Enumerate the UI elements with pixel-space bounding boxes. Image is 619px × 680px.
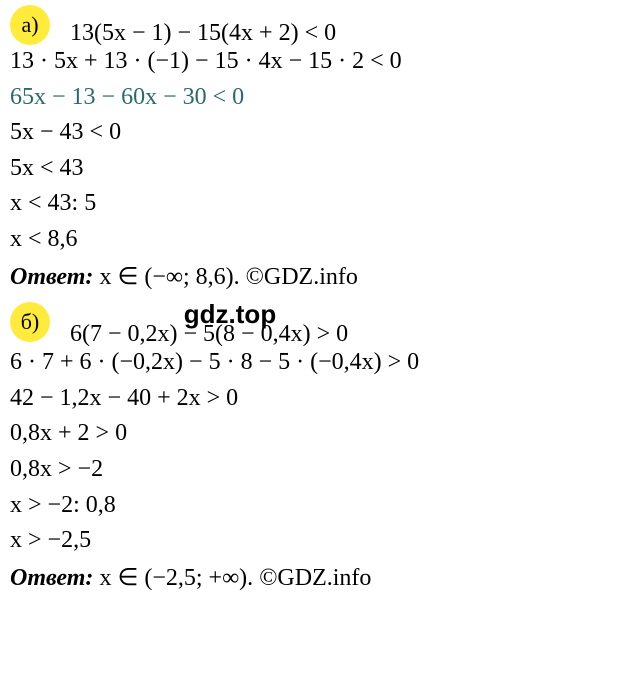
section-b: б) gdz.top 6(7 − 0,2x) − 5(8 − 0,4x) > 0… bbox=[10, 302, 609, 595]
section-a-eq6: x < 43: 5 bbox=[10, 187, 609, 221]
section-a-header-row: а) 13(5x − 1) − 15(4x + 2) < 0 bbox=[10, 5, 609, 43]
section-b-eq1: 6(7 − 0,2x) − 5(8 − 0,4x) > 0 bbox=[70, 318, 348, 352]
label-a-circle: а) bbox=[10, 5, 50, 45]
section-a: а) 13(5x − 1) − 15(4x + 2) < 0 13 · 5x +… bbox=[10, 5, 609, 294]
section-a-eq1: 13(5x − 1) − 15(4x + 2) < 0 bbox=[70, 17, 336, 51]
section-b-eq4: 0,8x + 2 > 0 bbox=[10, 417, 609, 451]
section-b-header-row: б) gdz.top 6(7 − 0,2x) − 5(8 − 0,4x) > 0 bbox=[10, 302, 609, 344]
label-b-circle: б) bbox=[10, 302, 50, 342]
section-b-eq7: x > −2,5 bbox=[10, 524, 609, 558]
section-a-answer-label: Ответ: bbox=[10, 264, 93, 290]
section-b-answer-value: x ∈ (−2,5; +∞). bbox=[93, 565, 259, 591]
section-a-answer: Ответ: x ∈ (−∞; 8,6). ©GDZ.info bbox=[10, 261, 609, 295]
section-b-eq6: x > −2: 0,8 bbox=[10, 489, 609, 523]
section-a-eq4: 5x − 43 < 0 bbox=[10, 116, 609, 150]
section-a-eq3: 65x − 13 − 60x − 30 < 0 bbox=[10, 81, 609, 115]
section-b-copyright: ©GDZ.info bbox=[259, 565, 371, 591]
section-a-answer-value: x ∈ (−∞; 8,6). bbox=[93, 264, 245, 290]
section-b-answer: Ответ: x ∈ (−2,5; +∞). ©GDZ.info bbox=[10, 562, 609, 596]
section-a-copyright: ©GDZ.info bbox=[246, 264, 358, 290]
section-b-eq3: 42 − 1,2x − 40 + 2x > 0 bbox=[10, 382, 609, 416]
section-b-eq5: 0,8x > −2 bbox=[10, 453, 609, 487]
section-a-eq7: x < 8,6 bbox=[10, 223, 609, 257]
section-b-answer-label: Ответ: bbox=[10, 565, 93, 591]
section-a-eq5: 5x < 43 bbox=[10, 152, 609, 186]
